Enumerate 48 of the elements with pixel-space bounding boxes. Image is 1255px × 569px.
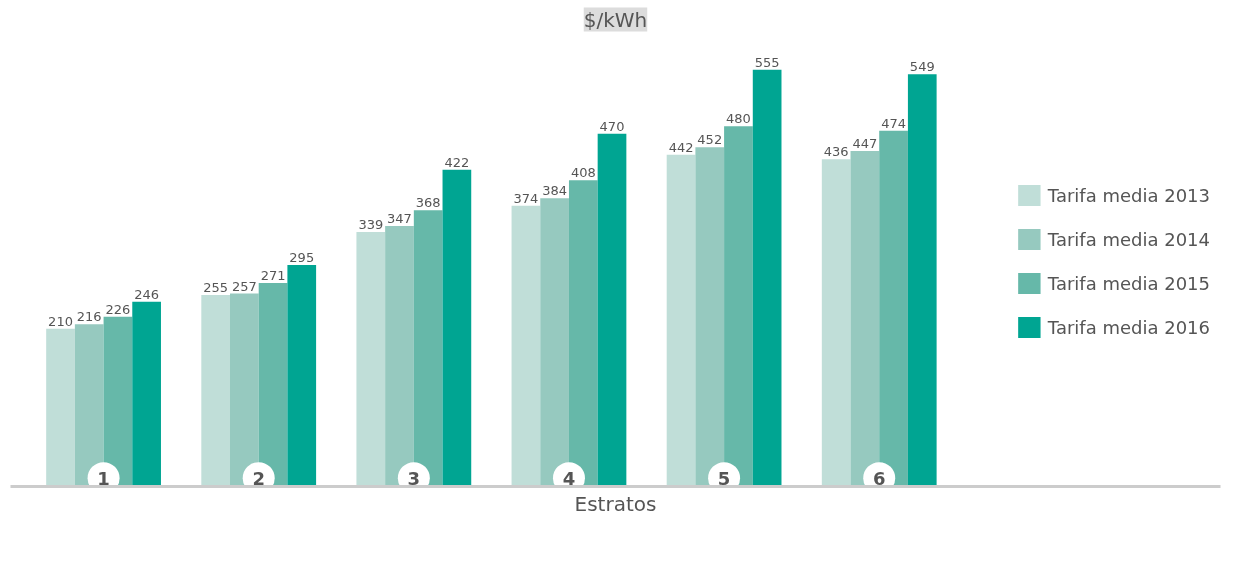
- bar: [597, 133, 627, 487]
- x-tick-label: 6: [872, 467, 886, 489]
- data-label: 470: [599, 118, 625, 134]
- legend-label: Tarifa media 2016: [1047, 316, 1210, 338]
- bar: [821, 159, 851, 487]
- data-label: 480: [726, 111, 751, 127]
- data-label: 271: [260, 268, 286, 284]
- data-label: 339: [358, 217, 384, 232]
- legend-label: Tarifa media 2014: [1047, 228, 1210, 250]
- data-label: 474: [881, 115, 906, 131]
- bar: [907, 74, 937, 487]
- bar: [752, 69, 782, 487]
- bar: [201, 295, 231, 487]
- chart-title: $/kWh: [583, 7, 648, 32]
- data-label: 255: [203, 280, 229, 296]
- data-label: 246: [134, 286, 160, 302]
- legend-label: Tarifa media 2015: [1047, 272, 1210, 294]
- data-label: 384: [542, 183, 568, 199]
- bar: [132, 301, 161, 487]
- bar: [356, 232, 386, 487]
- data-label: 210: [48, 313, 73, 329]
- data-label: 226: [105, 301, 131, 317]
- bar: [287, 265, 317, 487]
- data-label: 216: [76, 309, 102, 325]
- x-tick-label: 4: [562, 467, 576, 489]
- data-label: 422: [444, 154, 470, 170]
- data-label: 347: [387, 210, 412, 226]
- x-axis-title: Estratos: [574, 491, 657, 516]
- data-label: 408: [570, 165, 596, 181]
- legend-label: Tarifa media 2013: [1047, 184, 1210, 206]
- data-label: 368: [415, 195, 441, 211]
- data-label: 549: [909, 59, 935, 75]
- data-label: 436: [823, 144, 849, 160]
- data-label: 442: [668, 139, 694, 155]
- data-label: 555: [754, 54, 780, 70]
- x-tick-label: 5: [717, 467, 731, 489]
- data-label: 447: [852, 135, 878, 151]
- bar: [442, 169, 472, 487]
- data-label: 452: [697, 132, 723, 148]
- bar: [511, 205, 541, 487]
- x-tick-label: 3: [407, 467, 421, 489]
- bar: [46, 328, 75, 487]
- data-label: 257: [231, 278, 257, 294]
- data-label: 295: [289, 250, 315, 266]
- x-tick-label: 1: [97, 467, 110, 489]
- bar: [666, 154, 696, 487]
- data-label: 374: [513, 190, 539, 206]
- x-tick-label: 2: [252, 467, 265, 489]
